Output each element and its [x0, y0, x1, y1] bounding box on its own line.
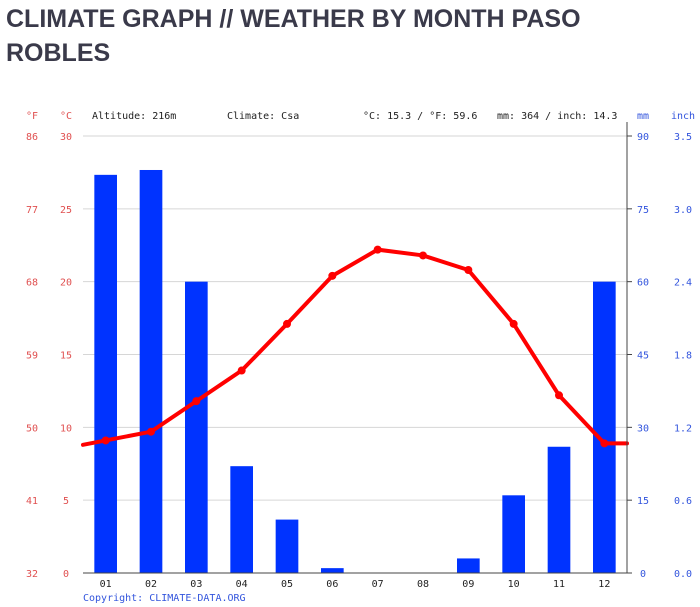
temperature-point: [101, 436, 110, 445]
temperature-point: [509, 319, 518, 328]
temperature-point: [419, 251, 427, 260]
celsius-tick-label: 30: [60, 132, 72, 143]
mm-tick-label: 30: [637, 423, 649, 434]
inch-tick-label: 0.0: [674, 569, 692, 580]
month-tick-label: 02: [145, 579, 157, 590]
temperature-point: [192, 397, 201, 406]
temperature-average-label: °C: 15.3 / °F: 59.6: [363, 111, 477, 122]
month-tick-label: 05: [281, 579, 293, 590]
altitude-label: Altitude: 216m: [92, 111, 176, 122]
inch-unit-label: inch: [671, 111, 695, 122]
inch-tick-label: 0.6: [674, 496, 692, 507]
fahrenheit-tick-label: 41: [26, 496, 38, 507]
fahrenheit-unit-label: °F: [26, 111, 38, 122]
mm-tick-label: 0: [640, 569, 646, 580]
month-tick-label: 01: [100, 579, 112, 590]
mm-tick-label: 45: [637, 351, 649, 362]
fahrenheit-tick-label: 86: [26, 132, 38, 143]
month-tick-label: 12: [598, 579, 610, 590]
celsius-unit-label: °C: [60, 111, 72, 122]
temperature-point: [328, 271, 337, 280]
inch-tick-label: 3.0: [674, 205, 692, 216]
mm-tick-label: 60: [637, 278, 649, 289]
mm-unit-label: mm: [637, 111, 649, 122]
fahrenheit-tick-label: 32: [26, 569, 38, 580]
inch-tick-label: 2.4: [674, 278, 692, 289]
precipitation-bar: [547, 446, 571, 573]
inch-tick-label: 3.5: [674, 132, 692, 143]
climate-label: Climate: Csa: [227, 111, 299, 122]
precipitation-bars: [94, 169, 616, 573]
mm-tick-label: 90: [637, 132, 649, 143]
month-tick-label: 09: [462, 579, 474, 590]
precipitation-bar: [94, 174, 117, 573]
fahrenheit-tick-label: 77: [26, 205, 38, 216]
copyright-label: Copyright: CLIMATE-DATA.ORG: [83, 593, 246, 604]
temperature-point: [555, 391, 563, 400]
mm-tick-label: 75: [637, 205, 649, 216]
celsius-tick-label: 5: [63, 496, 69, 507]
inch-tick-label: 1.2: [674, 423, 692, 434]
temperature-point: [237, 366, 246, 375]
celsius-tick-label: 10: [60, 423, 72, 434]
precipitation-bar: [502, 495, 525, 573]
month-tick-label: 03: [190, 579, 202, 590]
month-tick-label: 08: [417, 579, 429, 590]
celsius-tick-label: 25: [60, 205, 72, 216]
month-tick-label: 07: [372, 579, 384, 590]
grid-lines: [83, 135, 627, 501]
celsius-tick-label: 20: [60, 278, 72, 289]
precipitation-bar: [457, 558, 480, 573]
fahrenheit-tick-label: 68: [26, 278, 38, 289]
mm-tick-label: 15: [637, 496, 649, 507]
month-tick-label: 11: [553, 579, 565, 590]
temperature-point: [283, 319, 291, 328]
temperature-line: [81, 245, 629, 448]
precipitation-bar: [185, 281, 208, 573]
fahrenheit-tick-label: 50: [26, 423, 38, 434]
precipitation-bar: [230, 466, 253, 573]
precipitation-bar: [139, 169, 163, 573]
temperature-point: [147, 427, 155, 436]
fahrenheit-tick-label: 59: [26, 351, 38, 362]
month-tick-label: 06: [326, 579, 338, 590]
month-tick-label: 10: [508, 579, 520, 590]
temperature-point: [600, 439, 609, 448]
page-title: CLIMATE GRAPH // WEATHER BY MONTH PASO R…: [6, 5, 581, 67]
temperature-point: [373, 245, 382, 254]
precipitation-bar: [275, 519, 299, 573]
precipitation-bar: [593, 281, 616, 573]
precipitation-total-label: mm: 364 / inch: 14.3: [497, 111, 617, 122]
temperature-series-line: [81, 247, 629, 447]
precipitation-bar: [321, 568, 344, 573]
celsius-tick-label: 15: [60, 351, 72, 362]
temperature-point: [464, 266, 473, 275]
inch-tick-label: 1.8: [674, 351, 692, 362]
celsius-tick-label: 0: [63, 569, 69, 580]
month-tick-label: 04: [236, 579, 248, 590]
axes: 32 0 0 0.0 41 5 15 0.6 50 10 30 1.2 59 15 45 1.8 68 20 60 2…: [26, 122, 692, 590]
